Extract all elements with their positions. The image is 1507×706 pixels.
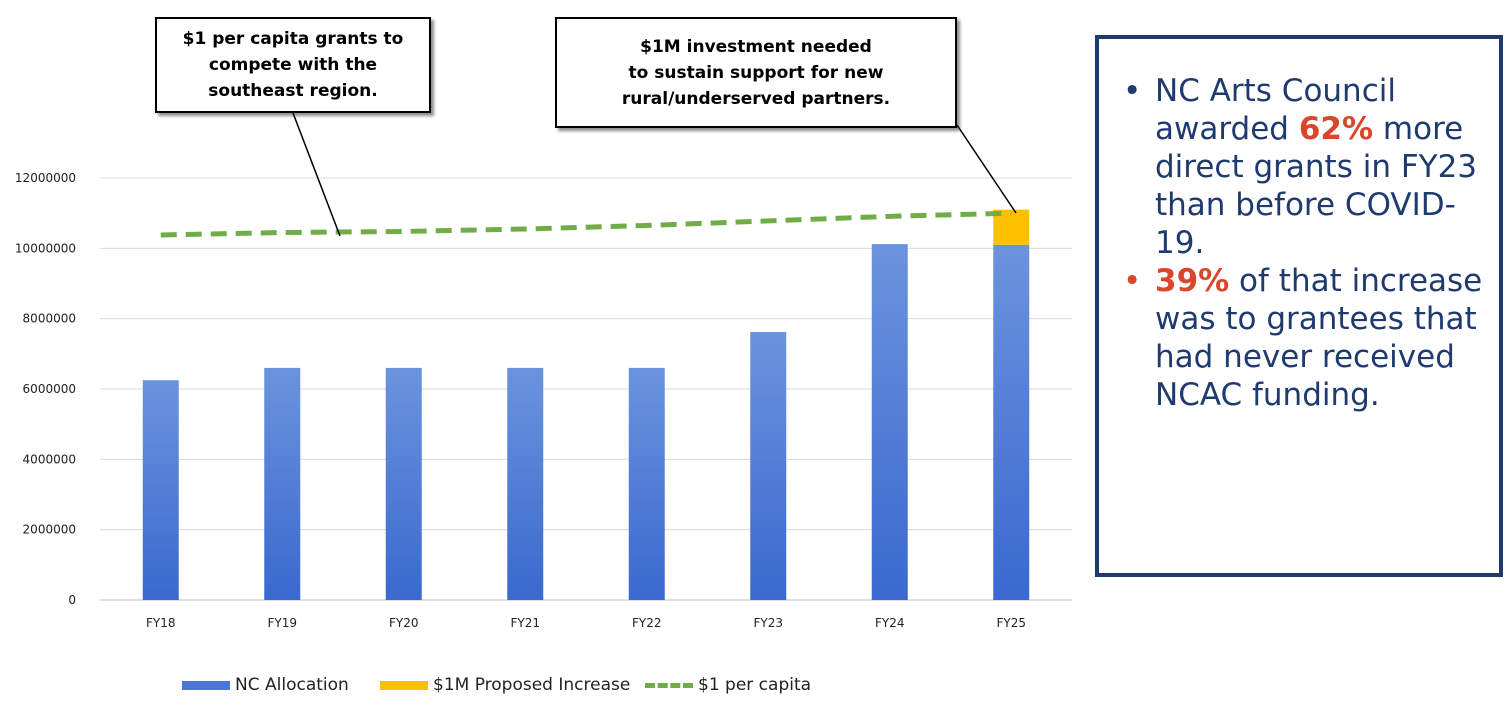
x-tick-label: FY24 xyxy=(875,616,905,630)
y-tick-label: 6000000 xyxy=(23,382,76,396)
y-axis-ticks: 0 2000000 4000000 6000000 8000000 10000000 120… xyxy=(15,171,76,607)
y-tick-label: 8000000 xyxy=(23,312,76,326)
legend-item-nc-allocation: NC Allocation xyxy=(182,675,349,695)
legend-label-proposed-increase: $1M Proposed Increase xyxy=(433,675,631,695)
bullet-icon: • xyxy=(1123,263,1142,299)
info-bullet-2: • 39% of that increase was to grantees t… xyxy=(1121,262,1491,414)
callout-2-line-3: rural/underserved partners. xyxy=(621,88,891,109)
x-tick-label: FY18 xyxy=(146,616,176,630)
y-tick-label: 4000000 xyxy=(23,452,76,466)
info-panel: • NC Arts Council awarded 62% more direc… xyxy=(1095,35,1503,577)
bullet-2-text-after: of that increase was to grantees that ha… xyxy=(1155,263,1483,413)
x-tick-label: FY20 xyxy=(389,616,419,630)
legend-label-nc-allocation: NC Allocation xyxy=(235,675,349,695)
bar-nc-allocation xyxy=(507,367,544,600)
bar-nc-allocation xyxy=(385,367,422,600)
per-capita-series-line xyxy=(160,210,1012,238)
bar-nc-allocation xyxy=(993,244,1030,601)
legend-label-per-capita: $1 per capita xyxy=(698,675,812,695)
bar-nc-allocation xyxy=(628,367,665,600)
bar-nc-allocation xyxy=(750,332,787,600)
info-bullet-1: • NC Arts Council awarded 62% more direc… xyxy=(1121,72,1491,262)
x-tick-label: FY25 xyxy=(996,616,1026,630)
info-bullet-list: • NC Arts Council awarded 62% more direc… xyxy=(1121,72,1491,414)
y-tick-label: 12000000 xyxy=(15,171,76,185)
callout-1-line-3: southeast region. xyxy=(208,81,378,101)
bars xyxy=(142,209,1030,601)
bar-nc-allocation xyxy=(142,380,179,600)
y-tick-label: 0 xyxy=(68,593,76,607)
pointer-line-2 xyxy=(956,124,1017,214)
y-tick-label: 2000000 xyxy=(23,523,76,537)
gridlines xyxy=(100,177,1072,601)
chart: 0 2000000 4000000 6000000 8000000 10000000 120… xyxy=(15,112,1072,630)
legend-swatch-proposed-increase xyxy=(380,680,428,690)
pointer-line-1 xyxy=(292,112,341,237)
x-tick-label: FY22 xyxy=(632,616,662,630)
bullet-1-text-before: NC Arts Council awarded xyxy=(1155,73,1396,147)
per-capita-line xyxy=(160,210,1012,238)
x-tick-label: FY19 xyxy=(267,616,297,630)
legend-swatch-per-capita xyxy=(645,682,693,688)
bullet-1-text-after: more direct grants in FY23 than before C… xyxy=(1155,111,1478,261)
legend-swatch-nc-allocation xyxy=(182,680,230,690)
bullet-icon: • xyxy=(1123,73,1142,109)
legend-item-per-capita: $1 per capita xyxy=(645,675,811,695)
y-tick-label: 10000000 xyxy=(15,241,76,255)
x-tick-label: FY21 xyxy=(510,616,540,630)
callout-per-capita: $1 per capita grants to compete with the… xyxy=(155,17,431,113)
callout-investment: $1M investment needed to sustain support… xyxy=(555,17,957,128)
callout-2-line-2: to sustain support for new xyxy=(628,62,884,83)
callout-1-line-2: compete with the xyxy=(208,55,378,75)
bar-nc-allocation xyxy=(871,244,908,600)
bar-nc-allocation xyxy=(264,367,301,600)
bullet-1-highlight: 62% xyxy=(1298,111,1374,147)
callout-1-line-1: $1 per capita grants to xyxy=(182,29,404,49)
bullet-2-highlight: 39% xyxy=(1155,263,1230,299)
legend: NC Allocation $1M Proposed Increase $1 p… xyxy=(0,675,1000,701)
legend-item-proposed-increase: $1M Proposed Increase xyxy=(380,675,630,695)
callout-2-line-1: $1M investment needed xyxy=(640,36,872,57)
x-tick-label: FY23 xyxy=(753,616,783,630)
x-axis-ticks: FY18 FY19 FY20 FY21 FY22 FY23 FY24 FY25 xyxy=(146,616,1026,630)
